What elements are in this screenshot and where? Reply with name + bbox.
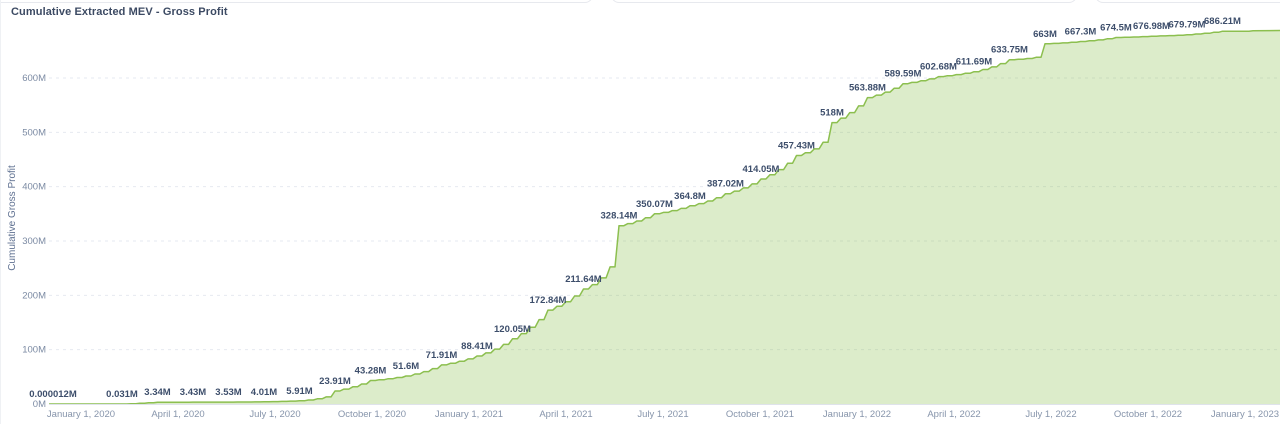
- data-point-label: 663M: [1033, 29, 1057, 40]
- x-tick-label: October 1, 2022: [1114, 409, 1182, 420]
- y-tick-label: 0M: [33, 399, 46, 410]
- data-point-label: 563.88M: [849, 83, 886, 94]
- x-tick-label: January 1, 2023: [1211, 409, 1279, 420]
- y-axis-title: Cumulative Gross Profit: [7, 165, 18, 271]
- data-point-label: 364.8M: [674, 191, 706, 202]
- x-tick-label: July 1, 2020: [249, 409, 300, 420]
- x-tick-label: July 1, 2022: [1025, 409, 1076, 420]
- x-tick-label: April 1, 2021: [539, 409, 592, 420]
- data-point-label: 686.21M: [1204, 16, 1241, 27]
- data-point-label: 3.53M: [215, 387, 241, 398]
- data-point-label: 387.02M: [707, 179, 744, 190]
- data-point-label: 172.84M: [530, 295, 567, 306]
- data-point-label: 120.05M: [494, 324, 531, 335]
- x-tick-label: October 1, 2020: [338, 409, 406, 420]
- data-point-label: 611.69M: [956, 57, 993, 68]
- data-point-label: 43.28M: [355, 366, 387, 377]
- data-point-label: 518M: [820, 108, 844, 119]
- y-axis-ticks: 0M 100M 200M 300M 400M 500M 600M: [22, 73, 46, 410]
- data-point-label: 457.43M: [778, 141, 815, 152]
- data-point-label: 679.79M: [1169, 20, 1206, 31]
- x-tick-label: January 1, 2020: [47, 409, 115, 420]
- x-tick-label: January 1, 2021: [435, 409, 503, 420]
- data-point-label: 674.5M: [1100, 23, 1132, 34]
- y-tick-label: 600M: [22, 73, 46, 84]
- data-point-label: 3.43M: [180, 387, 206, 398]
- data-point-label: 4.01M: [251, 387, 277, 398]
- data-point-label: 414.05M: [743, 164, 780, 175]
- x-axis-ticks: January 1, 2020 April 1, 2020 July 1, 2020…: [47, 409, 1279, 420]
- data-point-label: 71.91M: [426, 350, 458, 361]
- chart-title: Cumulative Extracted MEV - Gross Profit: [11, 6, 228, 18]
- data-point-label: 3.34M: [144, 387, 170, 398]
- series-line: [48, 29, 1280, 405]
- y-tick-label: 400M: [22, 182, 46, 193]
- x-tick-label: October 1, 2021: [726, 409, 794, 420]
- x-tick-label: April 1, 2020: [151, 409, 204, 420]
- data-point-labels: 0.000012M 0.031M 3.34M 3.43M 3.53M 4.01M 5.91M…: [29, 16, 1241, 400]
- data-point-label: 0.000012M: [29, 389, 77, 400]
- y-tick-label: 200M: [22, 290, 46, 301]
- data-point-label: 667.3M: [1065, 27, 1097, 38]
- y-tick-label: 300M: [22, 236, 46, 247]
- data-point-label: 211.64M: [565, 274, 602, 285]
- data-point-label: 5.91M: [286, 386, 312, 397]
- gridlines: [49, 77, 1280, 351]
- y-tick-label: 100M: [22, 345, 46, 356]
- data-point-label: 23.91M: [319, 376, 351, 387]
- data-point-label: 602.68M: [920, 62, 957, 73]
- data-point-label: 0.031M: [106, 389, 138, 400]
- data-point-label: 328.14M: [601, 211, 638, 222]
- data-point-label: 589.59M: [885, 69, 922, 80]
- data-point-label: 676.98M: [1133, 21, 1170, 32]
- data-point-label: 88.41M: [461, 341, 493, 352]
- area-series: [48, 29, 1280, 405]
- data-point-label: 51.6M: [393, 361, 419, 372]
- x-tick-label: July 1, 2021: [637, 409, 688, 420]
- x-tick-label: April 1, 2022: [927, 409, 980, 420]
- data-point-label: 350.07M: [636, 199, 673, 210]
- y-tick-label: 500M: [22, 127, 46, 138]
- data-point-label: 633.75M: [991, 45, 1028, 56]
- x-tick-label: January 1, 2022: [823, 409, 891, 420]
- area-fill: [49, 30, 1280, 404]
